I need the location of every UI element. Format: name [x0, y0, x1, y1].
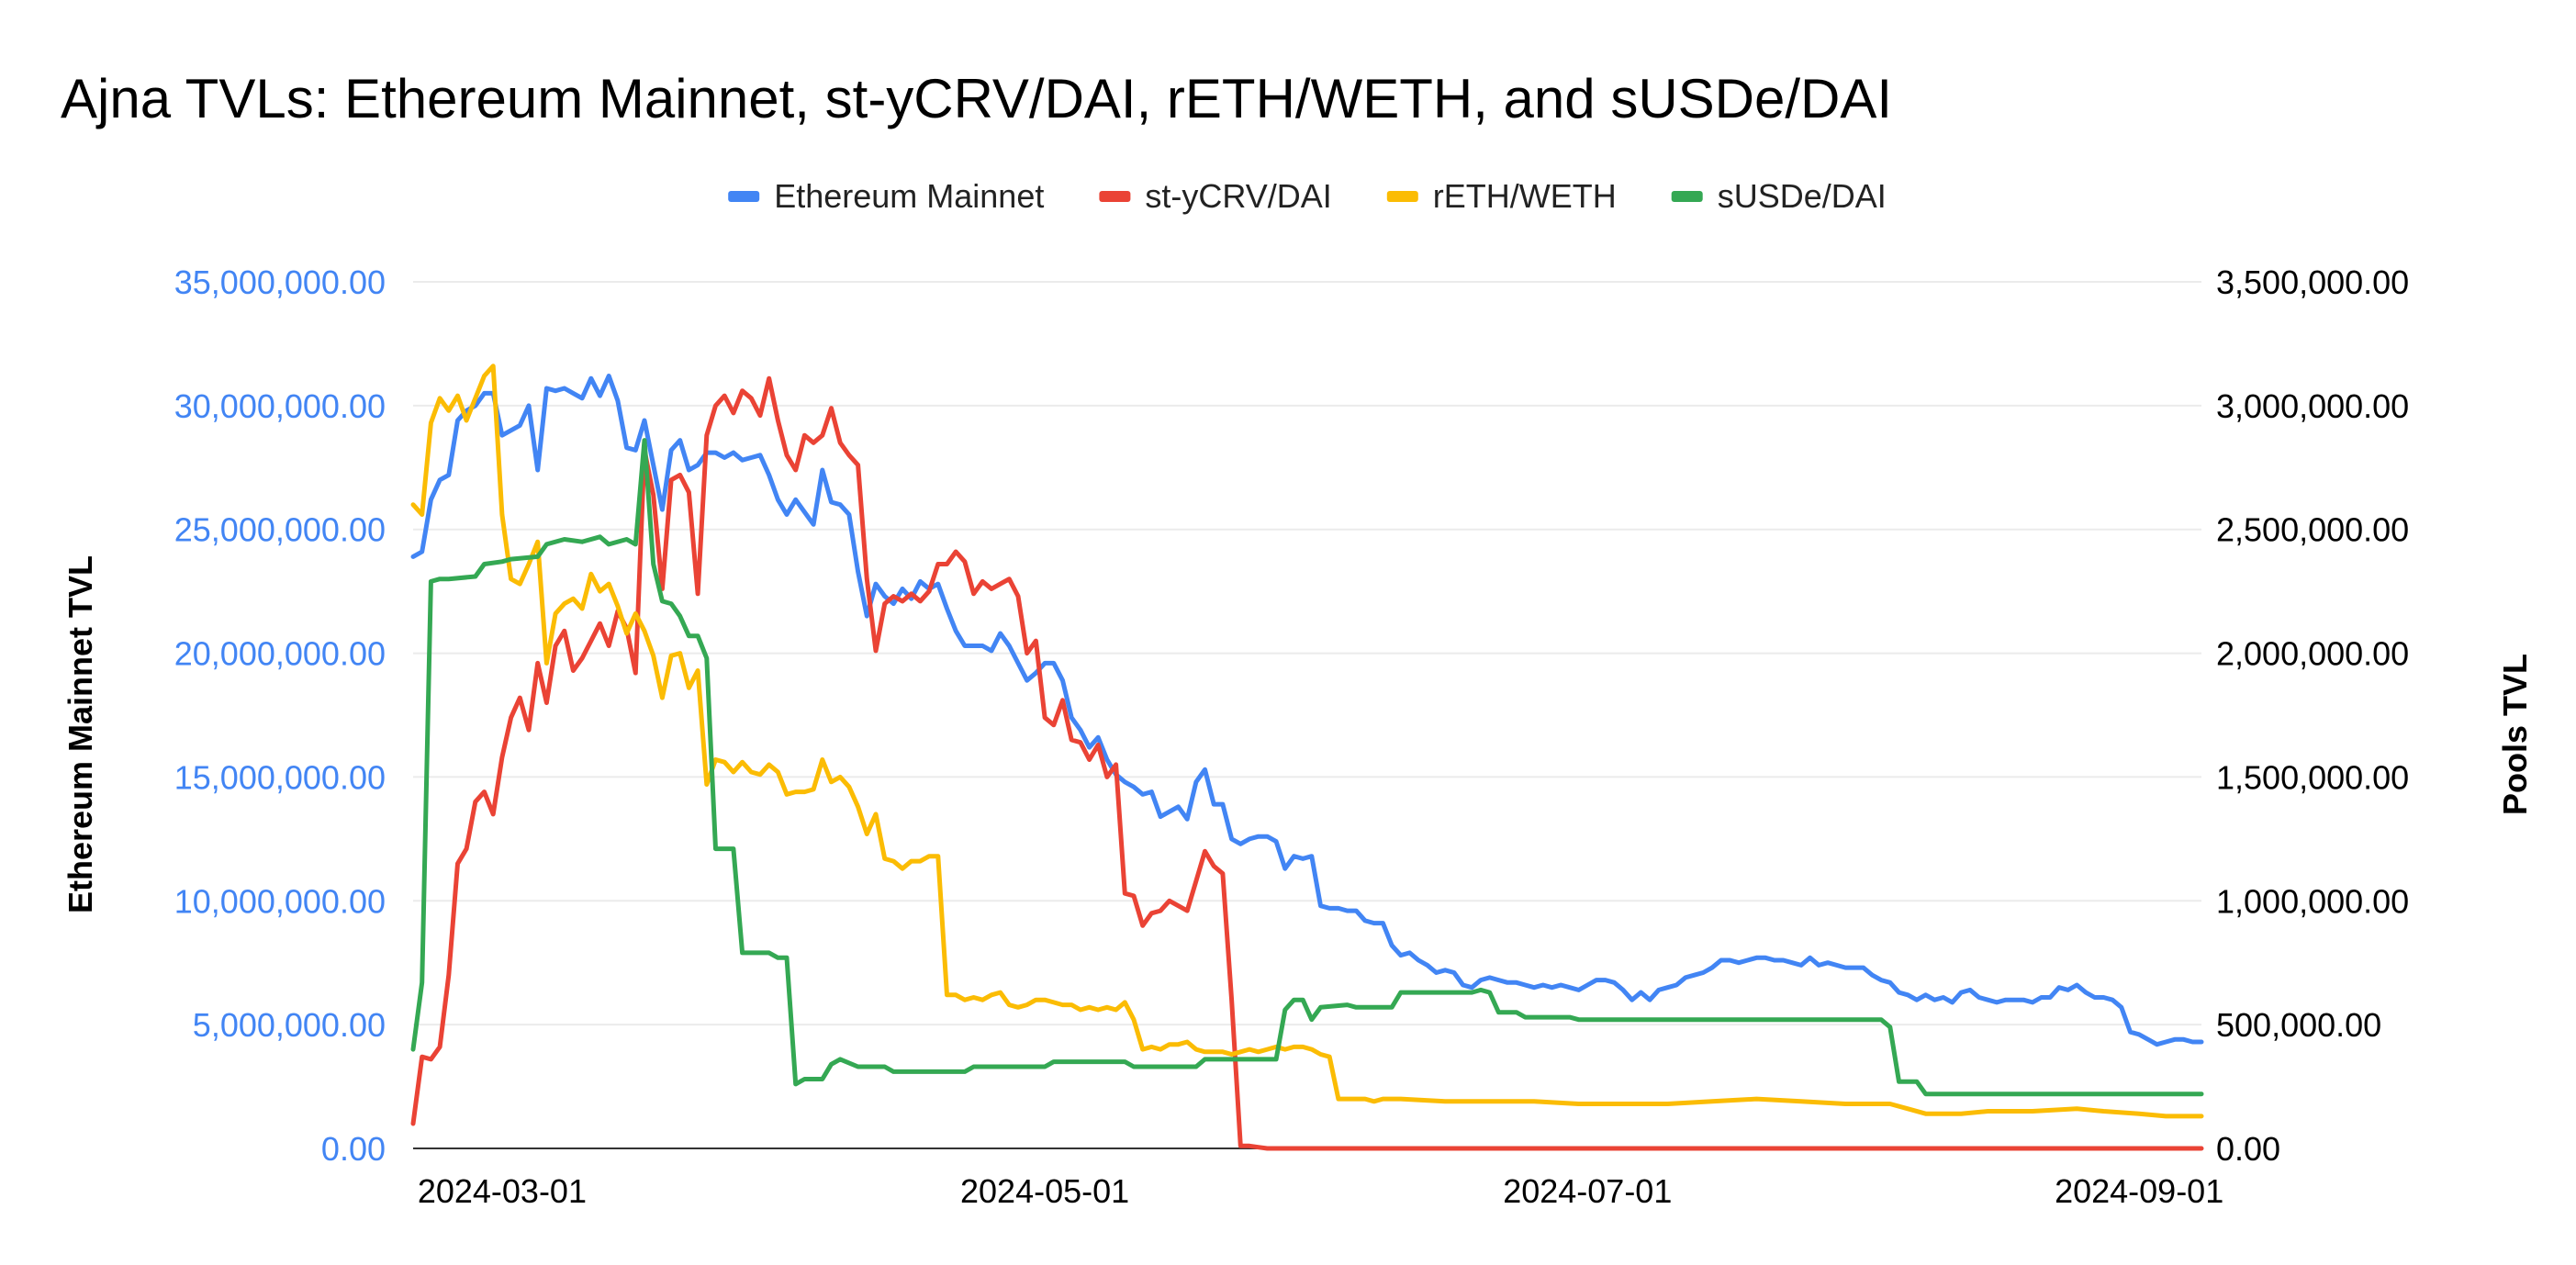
legend-swatch-reth-weth [1386, 191, 1418, 202]
left-tick-label: 5,000,000.00 [193, 1006, 386, 1044]
left-tick-label: 20,000,000.00 [174, 635, 386, 673]
series-group [410, 364, 2204, 1151]
left-tick-label: 10,000,000.00 [174, 882, 386, 920]
series-line-st-ycrv-dai [410, 375, 2204, 1151]
series-line-ethereum-mainnet [410, 374, 2204, 1047]
x-tick-label: 2024-03-01 [418, 1172, 587, 1210]
legend: Ethereum Mainnet st-yCRV/DAI rETH/WETH sUSD… [728, 177, 1887, 215]
x-tick-label: 2024-09-01 [2055, 1172, 2223, 1210]
right-axis-title: Pools TVL [2496, 654, 2534, 815]
legend-item: Ethereum Mainnet [728, 177, 1044, 215]
left-tick-label: 25,000,000.00 [174, 511, 386, 549]
legend-label-st-ycrv-dai: st-yCRV/DAI [1145, 177, 1331, 215]
left-tick-label: 15,000,000.00 [174, 758, 386, 796]
right-tick-label: 3,000,000.00 [2216, 387, 2409, 425]
left-axis-ticks: 0.00 5,000,000.00 10,000,000.00 15,000,000.… [174, 263, 386, 1168]
left-tick-label: 0.00 [321, 1130, 386, 1168]
left-tick-label: 30,000,000.00 [174, 387, 386, 425]
legend-label-susde-dai: sUSDe/DAI [1718, 177, 1887, 215]
right-tick-label: 2,500,000.00 [2216, 511, 2409, 549]
legend-item: st-yCRV/DAI [1099, 177, 1332, 215]
legend-label-ethereum-mainnet: Ethereum Mainnet [774, 177, 1044, 215]
legend-label-reth-weth: rETH/WETH [1433, 177, 1617, 215]
chart-title: Ajna TVLs: Ethereum Mainnet, st-yCRV/DAI… [61, 68, 1892, 129]
legend-swatch-st-ycrv-dai [1099, 191, 1131, 202]
x-tick-label: 2024-07-01 [1503, 1172, 1672, 1210]
grid [413, 281, 2201, 1149]
right-tick-label: 1,500,000.00 [2216, 758, 2409, 796]
x-tick-label: 2024-05-01 [960, 1172, 1129, 1210]
series-line-susde-dai [410, 438, 2204, 1097]
left-tick-label: 35,000,000.00 [174, 263, 386, 301]
right-tick-label: 2,000,000.00 [2216, 635, 2409, 673]
legend-item: sUSDe/DAI [1671, 177, 1887, 215]
series-line-reth-weth [410, 364, 2204, 1119]
right-tick-label: 500,000.00 [2216, 1006, 2381, 1044]
right-axis-ticks: 0.00 500,000.00 1,000,000.00 1,500,000.00 2,… [2216, 263, 2409, 1168]
right-tick-label: 1,000,000.00 [2216, 882, 2409, 920]
legend-item: rETH/WETH [1386, 177, 1617, 215]
x-axis-ticks: 2024-03-01 2024-05-01 2024-07-01 2024-09-01 [418, 1172, 2223, 1210]
legend-swatch-ethereum-mainnet [728, 191, 760, 202]
legend-swatch-susde-dai [1671, 191, 1703, 202]
left-axis-title: Ethereum Mainnet TVL [62, 555, 99, 913]
right-tick-label: 0.00 [2216, 1130, 2280, 1168]
right-tick-label: 3,500,000.00 [2216, 263, 2409, 301]
